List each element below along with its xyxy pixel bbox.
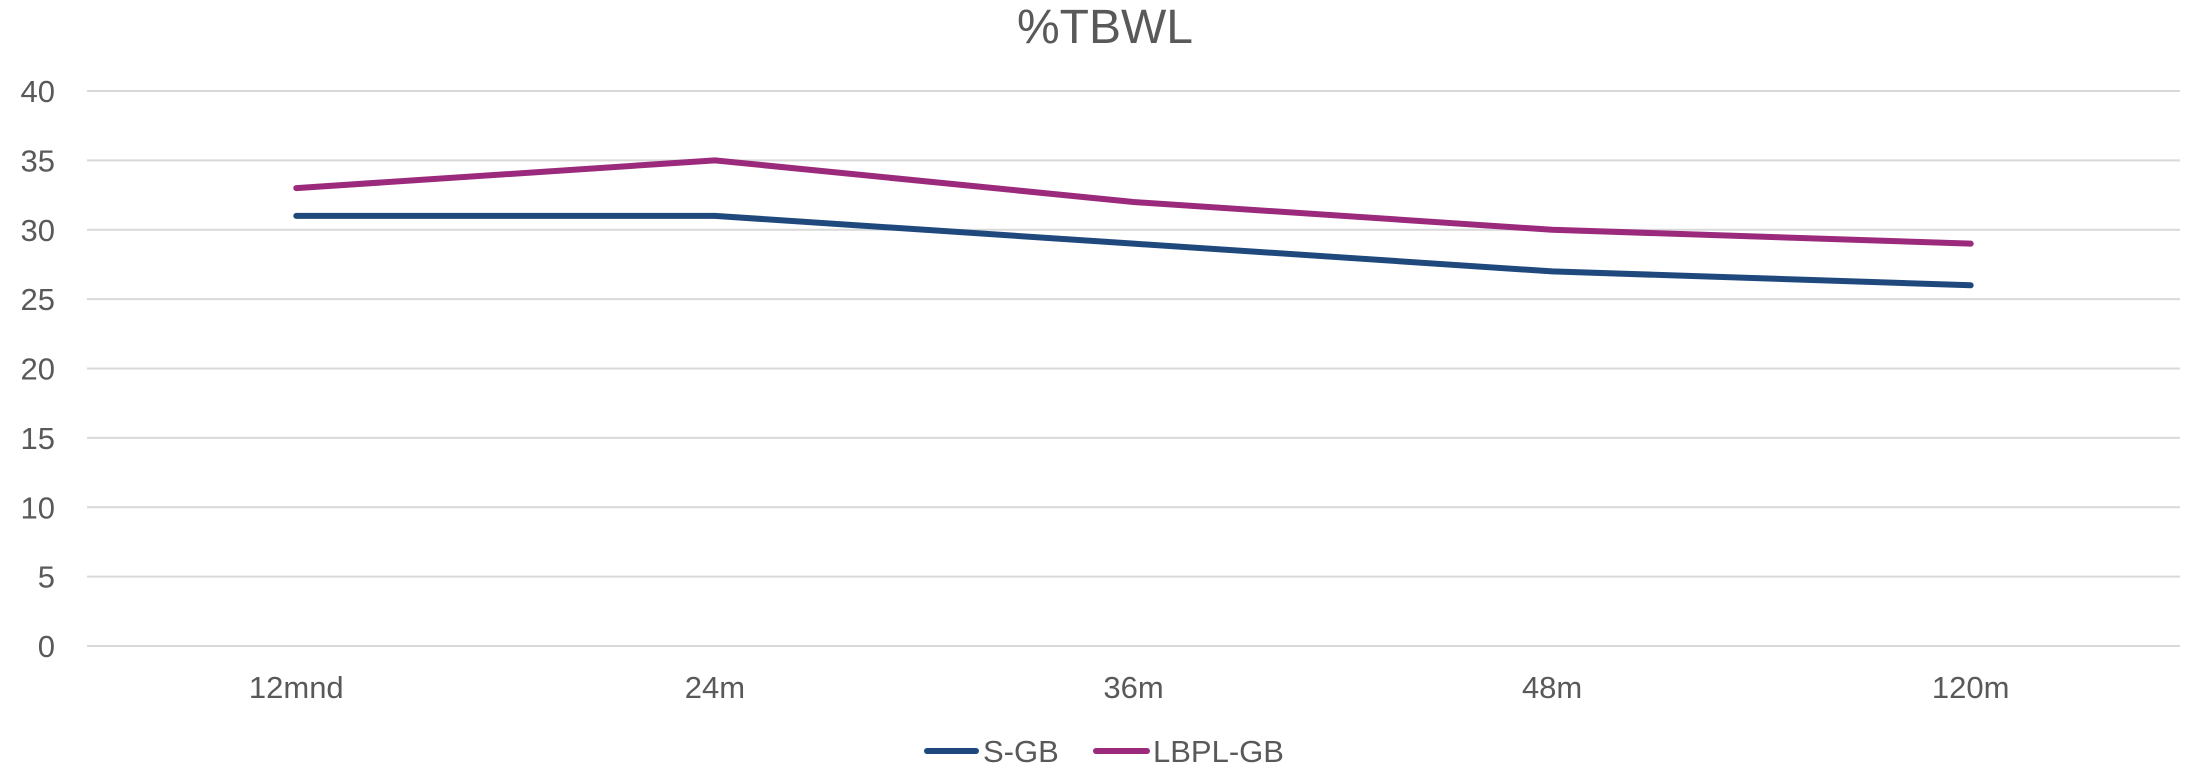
legend: S-GB LBPL-GB: [924, 734, 1284, 769]
x-tick-label: 36m: [1103, 670, 1163, 705]
series-line-1: [293, 157, 1974, 247]
y-tick-label: 15: [21, 421, 55, 456]
y-tick-label: 10: [21, 490, 55, 525]
y-tick-label: 5: [38, 560, 55, 595]
legend-label: LBPL-GB: [1153, 734, 1284, 769]
legend-label: S-GB: [983, 734, 1059, 769]
x-tick-label: 12mnd: [249, 670, 344, 705]
x-axis-ticks: 12mnd 24m 36m 48m 120m: [249, 670, 2010, 705]
x-tick-label: 24m: [685, 670, 745, 705]
chart-title: %TBWL: [1017, 1, 1193, 54]
y-tick-label: 0: [38, 629, 55, 664]
y-tick-label: 25: [21, 282, 55, 317]
series-line-0: [293, 212, 1974, 289]
x-tick-label: 120m: [1932, 670, 2010, 705]
series-lines: [293, 157, 1974, 289]
y-tick-label: 20: [21, 352, 55, 387]
y-tick-label: 35: [21, 143, 55, 178]
y-axis-ticks: 0 5 10 15 20 25 30 35 40: [21, 74, 55, 664]
x-tick-label: 48m: [1522, 670, 1582, 705]
y-tick-label: 30: [21, 213, 55, 248]
y-tick-label: 40: [21, 74, 55, 109]
gridlines: [87, 90, 2180, 647]
